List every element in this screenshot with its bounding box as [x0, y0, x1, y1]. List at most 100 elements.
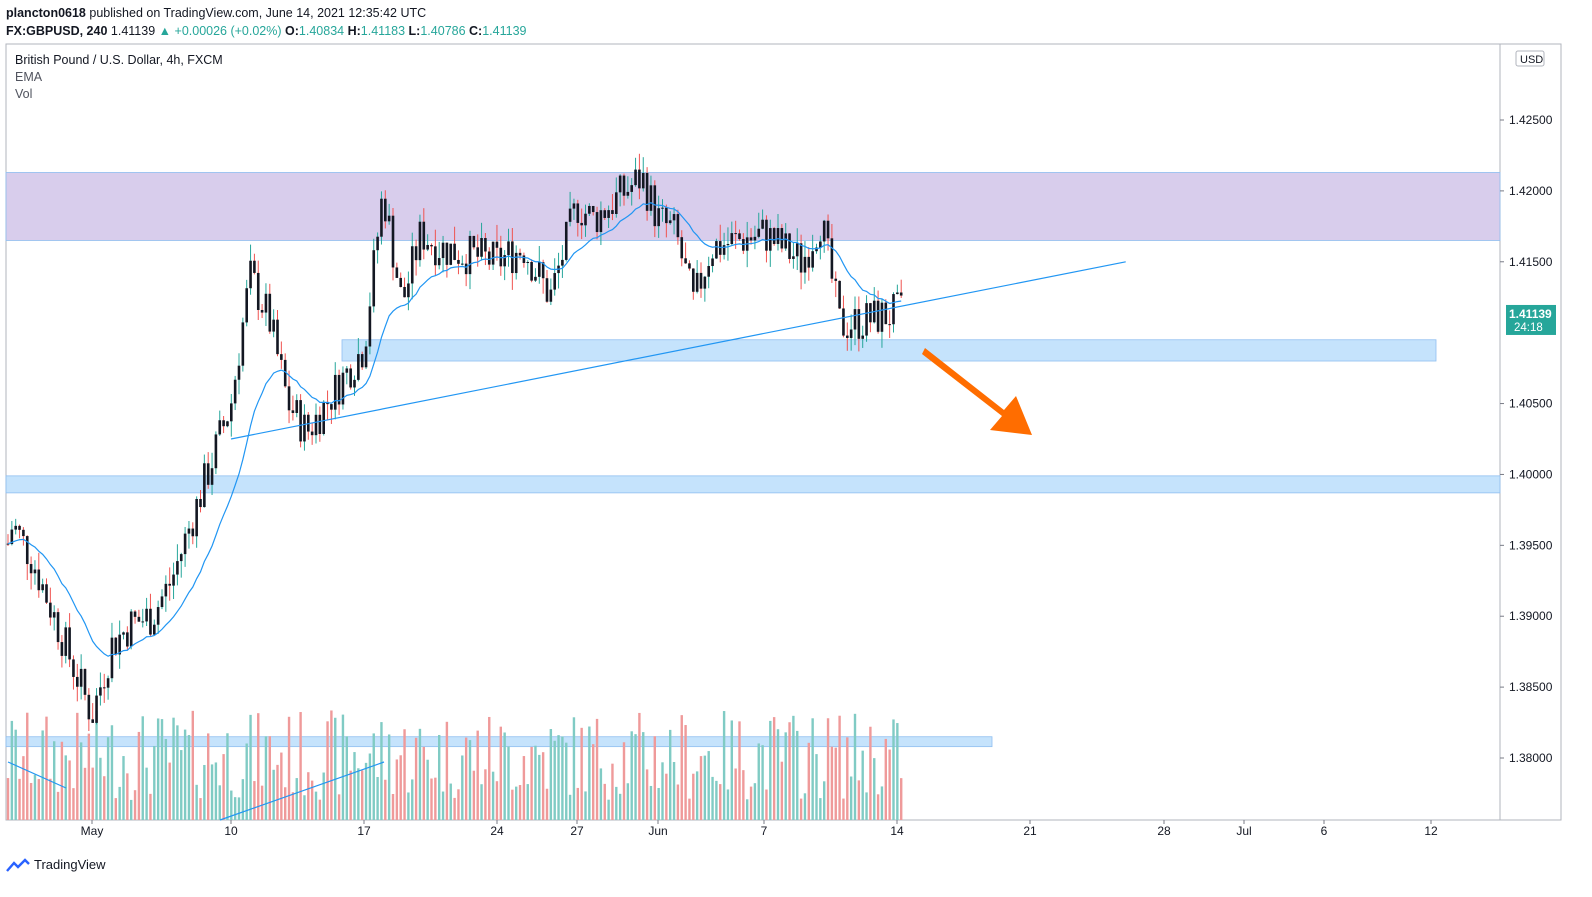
candle[interactable] [676, 214, 680, 238]
volume-zone[interactable] [5, 736, 993, 748]
candle[interactable] [287, 386, 291, 411]
candle[interactable] [838, 280, 841, 309]
candle[interactable] [692, 268, 695, 292]
candle[interactable] [14, 525, 17, 530]
volume-trendline-up[interactable] [219, 761, 385, 821]
candle[interactable] [765, 219, 768, 251]
candle[interactable] [780, 228, 784, 249]
candle[interactable] [842, 308, 845, 336]
candle[interactable] [657, 208, 660, 227]
candle[interactable] [865, 303, 868, 336]
candle[interactable] [172, 574, 175, 586]
candle[interactable] [437, 258, 441, 266]
candle[interactable] [153, 624, 156, 635]
candle[interactable] [303, 414, 306, 442]
candle[interactable] [476, 247, 479, 257]
candle[interactable] [280, 354, 283, 360]
trendline[interactable] [230, 261, 1126, 440]
candle[interactable] [99, 687, 102, 696]
candle[interactable] [792, 256, 795, 259]
candle[interactable] [638, 169, 641, 189]
candle[interactable] [518, 252, 522, 256]
candle[interactable] [226, 421, 229, 427]
candle[interactable] [772, 228, 776, 244]
footer-brand[interactable]: TradingView [34, 857, 106, 872]
candle[interactable] [387, 215, 391, 222]
candle[interactable] [222, 420, 225, 427]
candle[interactable] [634, 169, 637, 186]
candle[interactable] [795, 243, 799, 257]
candle[interactable] [534, 276, 537, 281]
candle[interactable] [218, 420, 222, 435]
candle[interactable] [249, 260, 252, 289]
candle[interactable] [645, 172, 649, 211]
candle[interactable] [160, 596, 164, 608]
candle[interactable] [414, 246, 418, 261]
candle[interactable] [661, 207, 664, 209]
candle[interactable] [861, 335, 864, 339]
candle[interactable] [299, 400, 302, 442]
candle[interactable] [684, 258, 687, 264]
candle[interactable] [499, 247, 503, 267]
candle[interactable] [322, 401, 325, 434]
candle[interactable] [168, 583, 171, 586]
candle[interactable] [183, 533, 187, 555]
candle[interactable] [545, 278, 549, 302]
support-zone-upper[interactable] [341, 339, 1437, 362]
candle[interactable] [753, 236, 757, 241]
candle[interactable] [622, 175, 626, 196]
candle[interactable] [68, 627, 71, 660]
candle[interactable] [49, 602, 52, 618]
candle[interactable] [10, 529, 14, 545]
candle[interactable] [514, 252, 518, 274]
candle[interactable] [453, 243, 456, 260]
candle[interactable] [60, 642, 64, 656]
candle[interactable] [291, 410, 295, 413]
support-zone-lower[interactable] [5, 475, 1501, 494]
candle[interactable] [522, 255, 526, 263]
candle[interactable] [588, 205, 591, 214]
candle[interactable] [757, 228, 761, 237]
candle[interactable] [811, 251, 814, 268]
candle[interactable] [707, 266, 710, 277]
candle[interactable] [233, 379, 237, 404]
candle[interactable] [618, 175, 622, 193]
candle[interactable] [133, 611, 137, 617]
candle[interactable] [846, 335, 849, 338]
candle[interactable] [615, 192, 618, 214]
candle[interactable] [237, 365, 241, 380]
resistance-zone[interactable] [5, 172, 1501, 241]
candle[interactable] [95, 695, 98, 723]
candle[interactable] [568, 208, 572, 222]
candle[interactable] [272, 319, 275, 332]
candle[interactable] [761, 219, 764, 229]
candle[interactable] [603, 210, 607, 218]
candle[interactable] [803, 256, 807, 273]
candle[interactable] [79, 668, 83, 687]
candle[interactable] [376, 236, 379, 251]
candle[interactable] [118, 634, 121, 655]
candle[interactable] [110, 637, 114, 679]
candle[interactable] [418, 221, 422, 261]
candle[interactable] [91, 719, 94, 723]
candle[interactable] [330, 404, 333, 410]
candle[interactable] [45, 584, 48, 603]
candle[interactable] [703, 276, 707, 289]
candle[interactable] [25, 536, 29, 565]
candle[interactable] [472, 235, 476, 248]
candle[interactable] [149, 608, 152, 635]
candle[interactable] [595, 212, 599, 233]
candle[interactable] [584, 213, 587, 226]
candle[interactable] [52, 612, 56, 618]
candle[interactable] [449, 243, 453, 265]
currency-badge[interactable] [1515, 50, 1545, 67]
candle[interactable] [526, 262, 530, 264]
candle[interactable] [876, 300, 880, 332]
candle[interactable] [122, 632, 125, 635]
candle[interactable] [899, 292, 903, 296]
candle[interactable] [653, 185, 657, 227]
candle[interactable] [487, 251, 491, 265]
candle[interactable] [353, 379, 356, 388]
candle[interactable] [630, 185, 633, 192]
